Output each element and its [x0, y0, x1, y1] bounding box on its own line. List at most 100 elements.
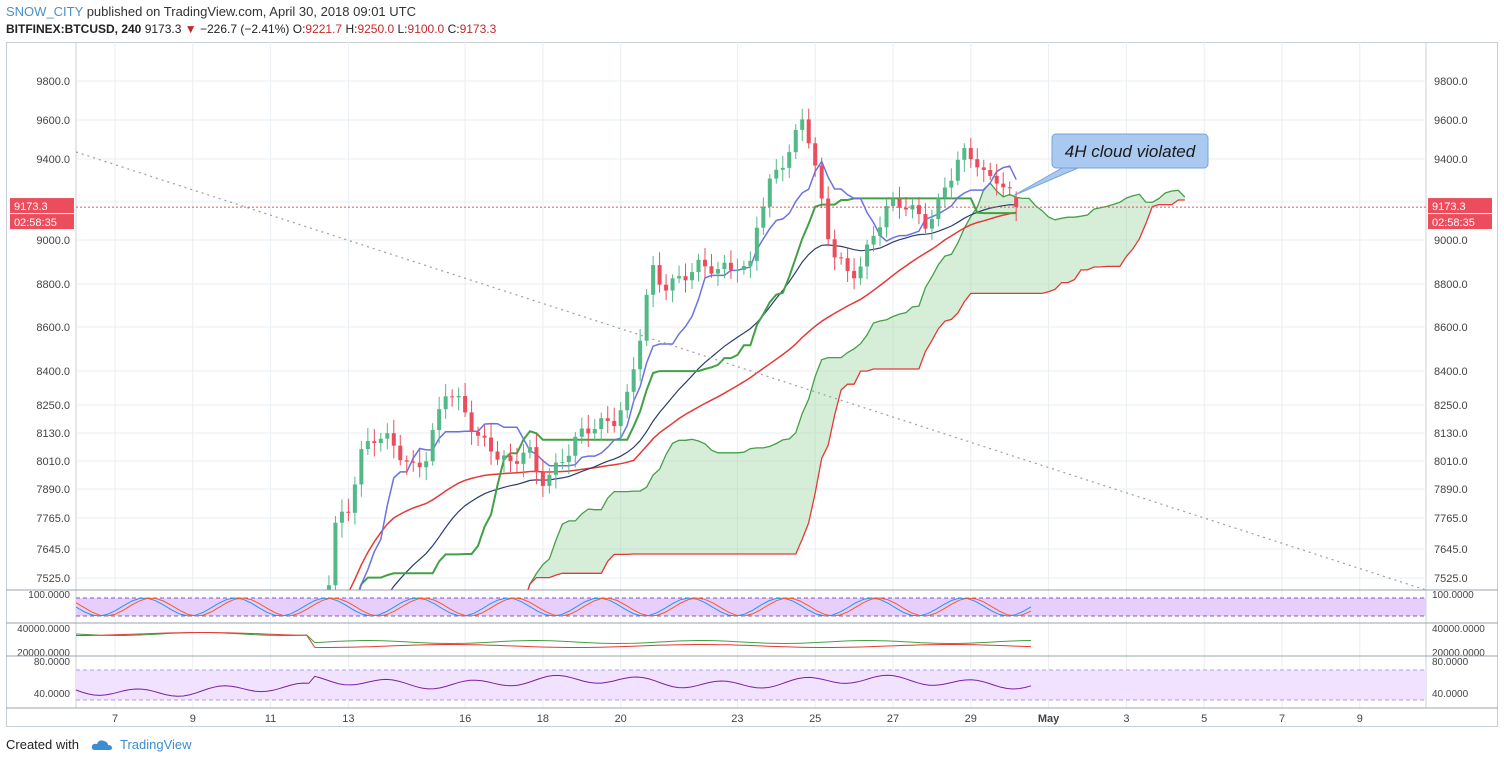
candle-body [890, 198, 896, 207]
candle-body [942, 187, 947, 198]
candle-body [683, 276, 688, 281]
y-tick-label-left: 7890.0 [36, 484, 70, 496]
candle-body [501, 455, 507, 460]
candle-body [813, 143, 818, 166]
y-tick-label-left: 8250.0 [36, 400, 70, 412]
candle-body [352, 484, 357, 513]
price-tag-label: 9173.3 [14, 201, 48, 213]
candle-body [579, 428, 584, 437]
stoch-tick-left: 100.0000 [28, 590, 70, 601]
y-tick-label-left: 9600.0 [36, 115, 70, 127]
y-tick-label-right: 7645.0 [1434, 544, 1468, 556]
candle-body [424, 461, 429, 468]
volume-tick-left: 20000.0000 [17, 648, 70, 659]
annotation-text: 4H cloud violated [1065, 142, 1196, 161]
candle-body [573, 436, 578, 456]
candle-body [638, 340, 643, 370]
candle-body [378, 438, 383, 444]
header-line-1: SNOW_CITY published on TradingView.com, … [6, 4, 416, 19]
stoch-d-line [75, 597, 1032, 617]
x-tick-label: May [1038, 713, 1060, 725]
candle-body [631, 369, 636, 392]
candle-body [955, 159, 960, 181]
x-tick-label: 7 [1279, 713, 1285, 725]
candle-body [761, 206, 766, 228]
candle-body [690, 272, 695, 281]
volume-tick-right: 20000.0000 [1432, 648, 1485, 659]
candle-body [657, 265, 662, 285]
candle-body [975, 159, 980, 168]
candle-body [878, 227, 883, 236]
x-tick-label: 7 [112, 713, 118, 725]
candle-body [916, 205, 921, 215]
x-tick-label: 18 [537, 713, 549, 725]
publish-info: published on TradingView.com, April 30, … [86, 4, 416, 19]
candle-body [981, 167, 986, 171]
candle-body [903, 207, 908, 210]
candle-body [845, 258, 850, 271]
rsi-tick-left: 80.0000 [34, 657, 71, 668]
candle-body [728, 262, 733, 271]
candle-body [651, 265, 656, 295]
countdown-tag-label: 02:58:35 [14, 217, 57, 229]
candle-body [774, 169, 779, 179]
candle-body [326, 585, 331, 590]
candle-body [1007, 187, 1012, 189]
author-link[interactable]: SNOW_CITY [6, 4, 84, 19]
candle-body [495, 451, 500, 460]
volume-line-red [76, 632, 1032, 648]
rsi-tick-right: 80.0000 [1432, 657, 1469, 668]
candle-body [547, 474, 552, 486]
candle-body [923, 214, 928, 229]
candle-body [806, 119, 811, 144]
rsi-tick-left: 40.0000 [34, 689, 71, 700]
candle-body [359, 449, 364, 485]
y-tick-label-left: 9400.0 [36, 154, 70, 166]
annotation-bubble [1051, 133, 1209, 169]
candle-body [962, 148, 967, 160]
candle-body [780, 167, 785, 170]
y-tick-label-left: 7645.0 [36, 544, 70, 556]
candle-body [404, 460, 409, 462]
tenkan-sen-line [358, 159, 1017, 590]
candle-body [411, 461, 416, 463]
high-label: H: [345, 22, 358, 36]
countdown-tag-label: 02:58:35 [1432, 217, 1475, 229]
symbol-label: BITFINEX:BTCUSD, 240 [6, 22, 142, 36]
price-chart[interactable]: 7525.0 7525.0 7645.0 7645.0 7765.0 7765.0 7890… [6, 42, 1498, 728]
candle-body [385, 433, 390, 439]
candle-body [521, 452, 526, 464]
candle-body [858, 266, 863, 279]
y-tick-label-right: 7765.0 [1434, 513, 1468, 525]
candle-body [929, 219, 934, 229]
low-label: L: [397, 22, 408, 36]
close-value: 9173.3 [459, 22, 497, 36]
trendline [75, 151, 1427, 591]
y-tick-label-left: 7525.0 [36, 573, 70, 585]
candle-body [489, 437, 494, 452]
y-tick-label-right: 9800.0 [1434, 76, 1468, 88]
main-pane [326, 108, 1186, 590]
y-tick-label-right: 8400.0 [1434, 366, 1468, 378]
countdown-tag [10, 214, 74, 230]
candle-body [988, 170, 993, 176]
candle-body [540, 471, 545, 486]
y-tick-label-right: 8010.0 [1434, 456, 1468, 468]
candle-body [443, 396, 448, 410]
tradingview-link[interactable]: TradingView [120, 737, 192, 752]
y-tick-label-right: 8600.0 [1434, 322, 1468, 334]
candle-body [839, 257, 844, 259]
rsi-tick-right: 40.0000 [1432, 689, 1469, 700]
x-tick-label: 23 [731, 713, 743, 725]
candle-body [664, 284, 669, 291]
candle-body [994, 175, 999, 184]
candle-body [599, 418, 604, 430]
rsi-line [75, 674, 1032, 697]
header-line-2: BITFINEX:BTCUSD, 240 9173.3 ▼ −226.7 (−2… [6, 22, 496, 36]
candle-body [1001, 183, 1006, 188]
volume-tick-left: 40000.0000 [17, 624, 70, 635]
low-value: 9100.0 [407, 22, 445, 36]
candle-body [677, 276, 682, 279]
candle-body [476, 431, 481, 436]
x-tick-label: 20 [615, 713, 627, 725]
